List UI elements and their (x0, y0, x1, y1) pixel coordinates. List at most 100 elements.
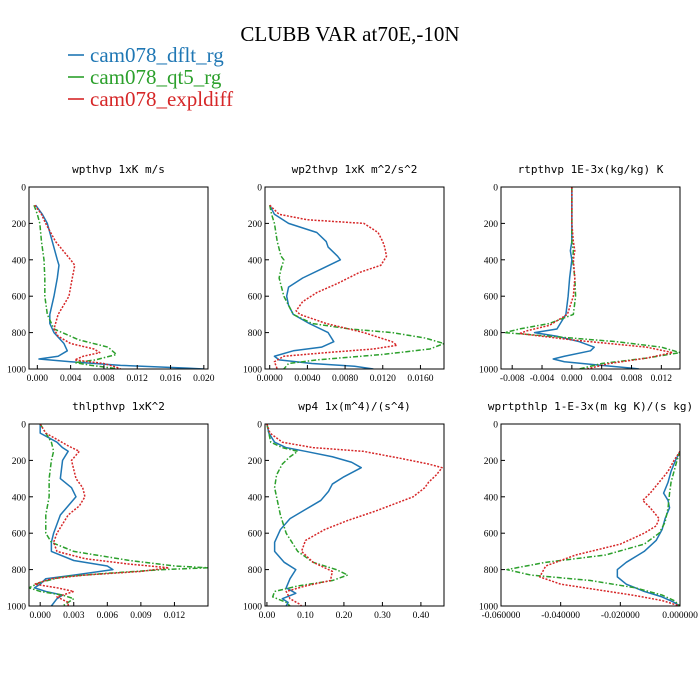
plot-frame (264, 423, 445, 607)
y-tick-label: 400 (12, 256, 27, 266)
y-tick-label: 600 (248, 293, 263, 303)
y-tick-label: 800 (484, 566, 499, 576)
y-tick-label: 1000 (7, 603, 26, 613)
y-tick-label: 600 (484, 293, 499, 303)
series-line-cam078_dflt_rg (33, 424, 114, 606)
y-tick-label: 200 (248, 220, 263, 230)
x-tick-label: 0.000 (27, 374, 49, 384)
x-tick-label: 0.40 (413, 611, 430, 621)
y-tick-label: 1000 (7, 366, 26, 376)
legend-label: cam078_expldiff (90, 87, 233, 111)
x-tick-label: 0.016 (160, 374, 182, 384)
y-tick-label: 0 (493, 421, 498, 431)
x-tick-label: -0.004 (530, 374, 555, 384)
x-tick-label: 0.009 (130, 611, 152, 621)
x-tick-label: 0.000 (30, 611, 52, 621)
y-tick-label: 200 (484, 457, 499, 467)
y-tick-label: 0 (21, 421, 26, 431)
y-tick-label: 600 (12, 293, 27, 303)
x-tick-label: 0.012 (164, 611, 186, 621)
plot-area (33, 204, 204, 369)
plot-frame (264, 186, 445, 370)
plot-frame (500, 186, 681, 370)
y-tick-label: 800 (12, 329, 27, 339)
y-tick-label: 400 (484, 256, 499, 266)
x-tick-label: 0.012 (127, 374, 149, 384)
panel-title: thlpthvp 1xK^2 (72, 400, 165, 413)
series-line-cam078_dflt_rg (616, 450, 680, 606)
series-line-cam078_qt5_rg (266, 424, 349, 606)
legend-label: cam078_dflt_rg (90, 43, 224, 67)
y-tick-label: 200 (12, 457, 27, 467)
y-tick-label: 800 (12, 566, 27, 576)
y-tick-label: 200 (12, 220, 27, 230)
x-tick-label: 0.00 (259, 611, 276, 621)
panel-title: wprtpthlp 1-E-3x(m kg K)/(s kg) (488, 400, 693, 413)
series-line-cam078_dflt_rg (35, 204, 204, 369)
x-tick-label: 0.004 (60, 374, 82, 384)
series-line-cam078_qt5_rg (506, 451, 680, 606)
series-line-cam078_expldiff (539, 450, 680, 606)
legend-label: cam078_qt5_rg (90, 65, 222, 89)
x-tick-label: 0.004 (591, 374, 613, 384)
panel-title: wp4 1x(m^4)/(s^4) (298, 400, 411, 413)
chart-panel: rtpthvp 1E-3x(kg/kg) K02004006008001000-… (479, 163, 681, 384)
series-line-cam078_expldiff (34, 204, 121, 369)
legend: cam078_dflt_rgcam078_qt5_rgcam078_expldi… (68, 43, 233, 111)
y-tick-label: 1000 (243, 366, 262, 376)
y-tick-label: 1000 (479, 603, 498, 613)
series-line-cam078_expldiff (269, 204, 398, 369)
chart-panel: thlpthvp 1xK^2 0 200 400 600 800 1000 0.000 0.00… (7, 400, 209, 621)
y-tick-label: 0 (257, 184, 262, 194)
plot-area (268, 204, 444, 369)
y-tick-label: 800 (248, 329, 263, 339)
plot-frame (28, 423, 209, 607)
x-tick-label: 0.012 (651, 374, 673, 384)
plot-area (29, 424, 208, 606)
x-tick-label: -0.008 (500, 374, 525, 384)
y-tick-label: 600 (248, 530, 263, 540)
x-tick-label: 0.0080 (332, 374, 358, 384)
x-tick-label: 0.008 (621, 374, 643, 384)
y-tick-label: 1000 (243, 603, 262, 613)
x-tick-label: -0.060000 (482, 611, 521, 621)
y-tick-label: 0 (21, 184, 26, 194)
x-tick-label: 0.20 (336, 611, 353, 621)
x-tick-label: 0.020 (193, 374, 215, 384)
chart-panel: wprtpthlp 1-E-3x(m kg K)/(s kg) 0 200 400 60… (479, 400, 698, 621)
x-tick-label: 0.000000 (662, 611, 698, 621)
x-tick-label: 0.0000 (257, 374, 283, 384)
chart-panel: wp2thvp 1xK m^2/s^2020040060080010000.00… (243, 163, 445, 384)
y-tick-label: 400 (12, 493, 27, 503)
x-tick-label: 0.30 (374, 611, 391, 621)
series-line-cam078_dflt_rg (533, 187, 640, 369)
page-title: CLUBB VAR at70E,-10N (240, 22, 459, 46)
series-line-cam078_qt5_rg (268, 205, 444, 369)
y-tick-label: 400 (248, 493, 263, 503)
y-tick-label: 0 (493, 184, 498, 194)
y-tick-label: 800 (484, 329, 499, 339)
x-tick-label: 0.000 (561, 374, 583, 384)
plot-frame (500, 423, 681, 607)
plot-frame (28, 186, 209, 370)
x-tick-label: 0.006 (97, 611, 119, 621)
x-tick-label: -0.040000 (541, 611, 580, 621)
series-line-cam078_dflt_rg (266, 424, 362, 606)
x-tick-label: 0.0040 (294, 374, 320, 384)
plot-area (506, 450, 680, 606)
panel-title: rtpthvp 1E-3x(kg/kg) K (518, 163, 664, 176)
y-tick-label: 200 (248, 457, 263, 467)
x-tick-label: -0.020000 (601, 611, 640, 621)
y-tick-label: 200 (484, 220, 499, 230)
series-line-cam078_expldiff (518, 187, 674, 369)
plot-area (503, 187, 680, 369)
y-tick-label: 600 (12, 530, 27, 540)
plot-area (266, 424, 443, 606)
x-tick-label: 0.008 (93, 374, 115, 384)
y-tick-label: 400 (248, 256, 263, 266)
y-tick-label: 1000 (479, 366, 498, 376)
panel-title: wpthvp 1xK m/s (72, 163, 165, 176)
